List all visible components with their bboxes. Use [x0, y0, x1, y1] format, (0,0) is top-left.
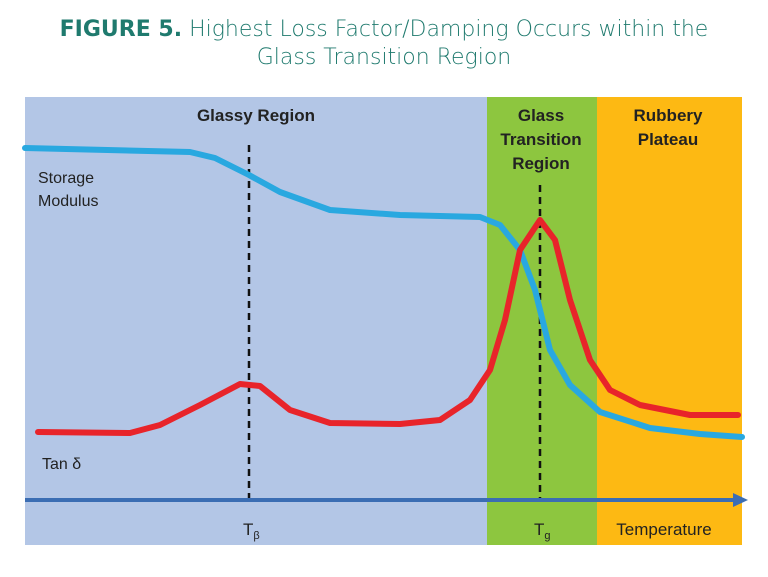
tan-delta-label: Tan δ	[42, 456, 81, 473]
temperature-label: Temperature	[616, 520, 711, 539]
rubbery-plateau-label-2: Plateau	[638, 130, 698, 149]
figure-title-line1: Highest Loss Factor/Damping Occurs withi…	[189, 17, 709, 42]
glassy-region	[25, 97, 487, 545]
storage-modulus-curve	[22, 145, 745, 440]
storage-modulus-label-1: Storage	[38, 170, 94, 187]
storage-modulus-label-2: Modulus	[38, 193, 98, 210]
axis-arrow-icon	[733, 493, 748, 507]
t-beta-label: Tβ	[243, 520, 260, 542]
glass-transition-label-3: Region	[512, 154, 570, 173]
glass-transition-label-1: Glass	[518, 106, 564, 125]
figure-title: FIGURE 5. Highest Loss Factor/Damping Oc…	[0, 16, 768, 72]
rubbery-plateau-label-1: Rubbery	[634, 106, 704, 125]
glassy-region-label: Glassy Region	[197, 106, 315, 125]
glass-transition-label-2: Transition	[500, 130, 581, 149]
t-g-label: Tg	[534, 520, 551, 542]
rubbery-plateau-region	[597, 97, 742, 545]
tan-delta-curve	[35, 217, 741, 436]
figure-title-line2: Glass Transition Region	[256, 45, 512, 70]
figure-number: FIGURE 5.	[59, 17, 183, 42]
